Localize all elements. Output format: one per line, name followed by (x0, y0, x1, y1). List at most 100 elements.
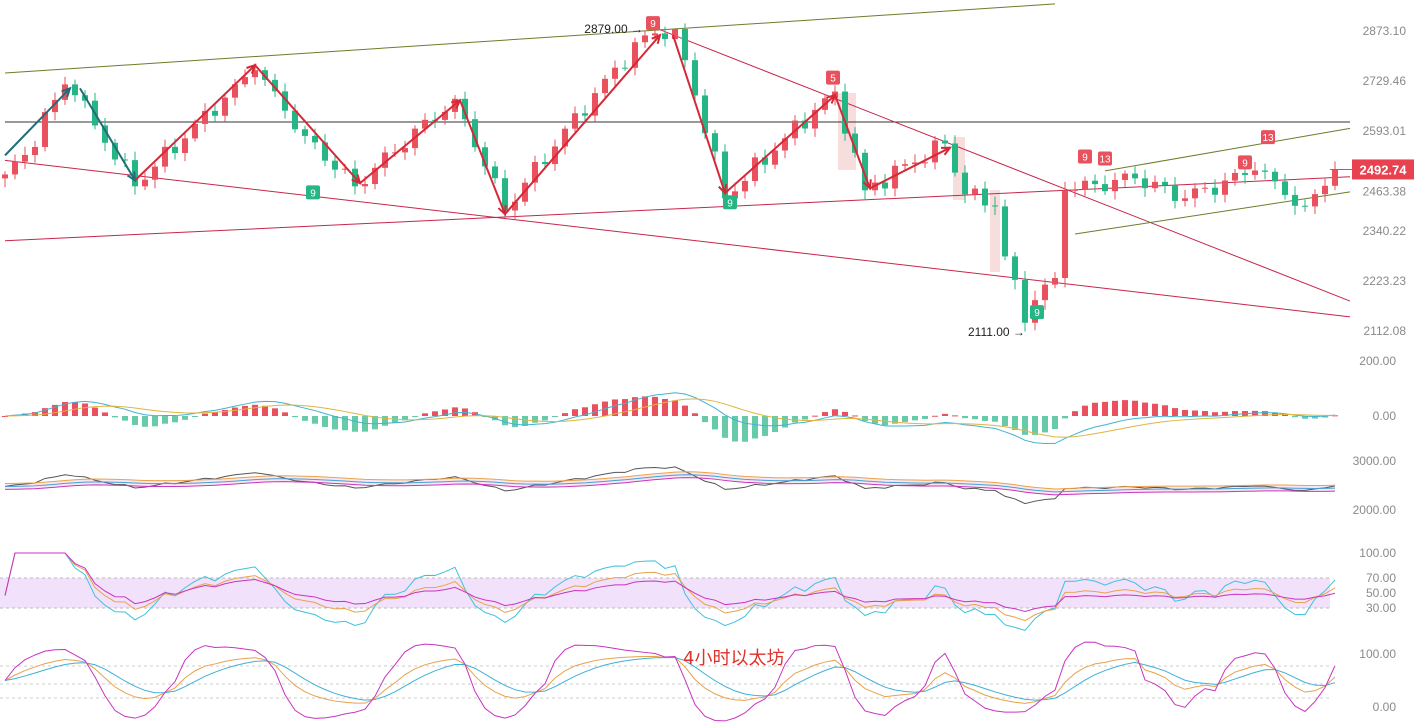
td-marker: 9 (646, 16, 660, 31)
macd-histogram-bar (912, 416, 918, 421)
macd-histogram-bar (572, 409, 578, 416)
candle-body (162, 146, 168, 167)
macd-histogram-bar (1172, 408, 1178, 416)
macd-histogram-bar (982, 416, 988, 421)
candle (882, 173, 888, 196)
macd-histogram-bar (672, 400, 678, 416)
macd-histogram-bar (402, 416, 408, 421)
candle-body (562, 128, 568, 147)
macd-histogram-bar (432, 411, 438, 416)
macd-histogram-bar (342, 416, 348, 431)
candle (72, 79, 78, 102)
candle (692, 52, 698, 102)
arrow-head (61, 86, 72, 98)
macd-histogram-bar (332, 416, 338, 430)
macd-histogram-bar (522, 416, 528, 426)
macd-histogram-bar (962, 416, 968, 419)
candle (712, 129, 718, 160)
macd-histogram-bar (942, 413, 948, 416)
candle (32, 140, 38, 163)
macd-histogram-bar (1052, 416, 1058, 430)
macd-histogram-bar (1092, 402, 1098, 416)
candle (182, 132, 188, 162)
candle (1042, 278, 1048, 310)
candle (1052, 272, 1058, 289)
macd-histogram-bar (772, 416, 778, 433)
candle (572, 106, 578, 133)
candle-body (1332, 169, 1338, 186)
macd-histogram-bar (1002, 416, 1008, 427)
macd-histogram-bar (882, 416, 888, 426)
macd-histogram-bar (1262, 411, 1268, 416)
candle-body (602, 78, 608, 94)
macd-dea-line (4, 398, 1336, 438)
macd-histogram-bar (232, 407, 238, 416)
macd-histogram-bar (562, 413, 568, 416)
macd-histogram-bar (242, 405, 248, 416)
arrow-head (826, 93, 837, 104)
macd-histogram-bar (482, 416, 488, 417)
candle-body (762, 157, 768, 165)
candle-body (202, 110, 208, 124)
macd-histogram-bar (1212, 412, 1218, 416)
candle-body (902, 164, 908, 166)
macd-histogram-bar (322, 416, 328, 427)
high-price-label: 2879.00 → (584, 22, 643, 36)
td-marker: 13 (1261, 130, 1275, 145)
macd-histogram-bar (862, 416, 868, 422)
macd-histogram-bar (52, 404, 58, 416)
candle-body (942, 140, 948, 144)
candle (962, 165, 968, 204)
indicator-tick: 100.00 (1359, 546, 1396, 560)
candle-body (512, 201, 518, 211)
td-marker: 9 (1238, 155, 1252, 170)
macd-histogram-bar (442, 409, 448, 416)
candle (972, 185, 978, 201)
candle-body (912, 162, 918, 165)
macd-histogram-bar (2, 416, 8, 417)
candle-body (282, 91, 288, 111)
candle-body (802, 120, 808, 129)
macd-histogram-bar (302, 416, 308, 421)
candle (1322, 177, 1328, 203)
candle-body (1302, 205, 1308, 207)
candle-body (212, 110, 218, 116)
candle-body (362, 184, 368, 187)
price-tick: 2463.38 (1363, 184, 1407, 198)
candle-body (1042, 284, 1048, 301)
last-price-value: 2492.74 (1360, 162, 1408, 177)
macd-histogram-bar (1042, 416, 1048, 433)
candle (472, 111, 478, 152)
candle-body (172, 146, 178, 153)
candle-body (652, 33, 658, 36)
macd-histogram-bar (972, 416, 978, 420)
candle-body (882, 182, 888, 189)
macd-histogram-bar (752, 416, 758, 439)
chart-title: 4小时以太坊 (683, 648, 785, 669)
candle (1162, 177, 1168, 194)
macd-histogram-bar (712, 416, 718, 430)
candle (1262, 163, 1268, 180)
candle (1302, 199, 1308, 212)
candle-body (342, 168, 348, 170)
candle-body (182, 138, 188, 153)
candle-body (192, 123, 198, 139)
indicator-tick: 70.00 (1366, 571, 1396, 585)
macd-histogram-bar (532, 416, 538, 423)
td-count: 9 (727, 198, 733, 209)
candle-body (742, 181, 748, 192)
macd-histogram-bar (162, 416, 168, 424)
candle-body (782, 138, 788, 151)
candle-body (1202, 187, 1208, 189)
candle-body (932, 140, 938, 163)
candle-body (812, 109, 818, 129)
candle (1002, 199, 1008, 261)
candle (992, 196, 998, 215)
trend-line (4, 3, 1056, 74)
candle-body (572, 113, 578, 129)
candle (112, 138, 118, 166)
candle-body (682, 29, 688, 61)
band-upper-line (4, 471, 1336, 490)
candle-body (842, 91, 848, 134)
